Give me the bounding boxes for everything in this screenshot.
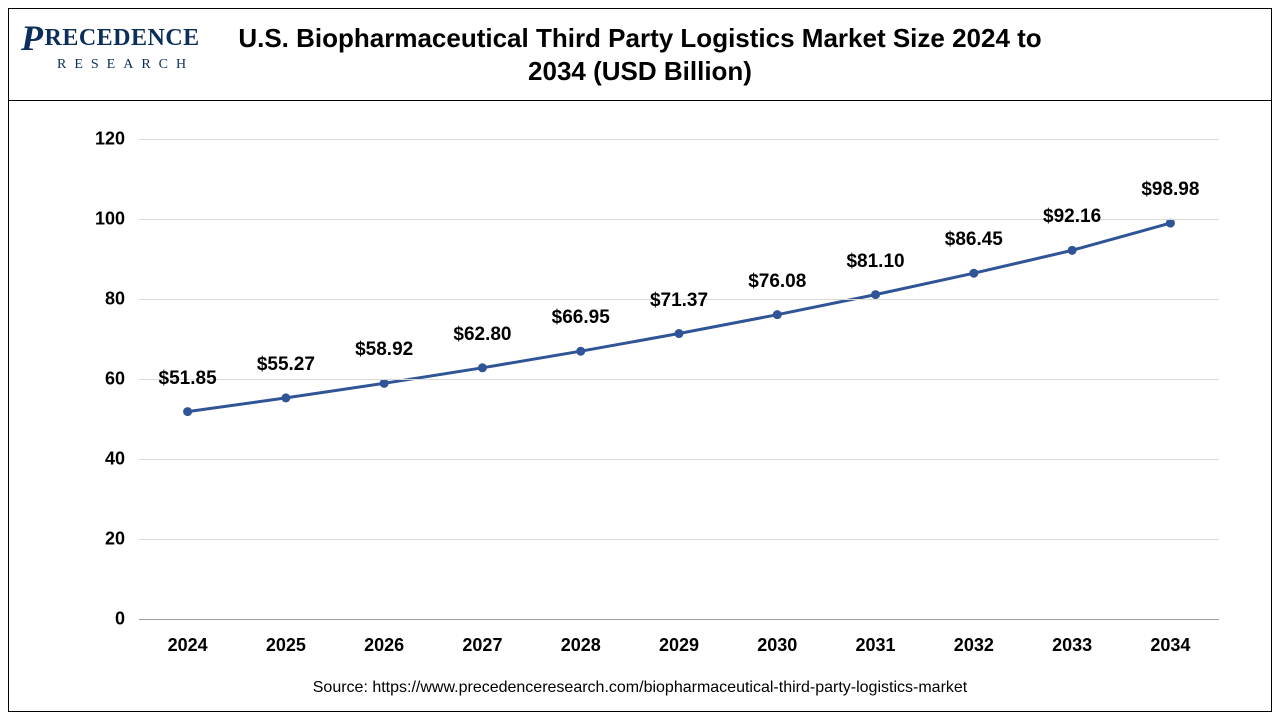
- brand-name-top: PRECEDENCE: [21, 17, 241, 59]
- data-label: $81.10: [846, 251, 904, 273]
- x-tick-label: 2026: [364, 635, 404, 656]
- y-tick-label: 60: [105, 369, 125, 390]
- data-label: $92.16: [1043, 206, 1101, 228]
- gridline: [139, 379, 1219, 380]
- y-tick-label: 0: [115, 609, 125, 630]
- y-tick-label: 40: [105, 449, 125, 470]
- x-tick-label: 2029: [659, 635, 699, 656]
- gridline: [139, 539, 1219, 540]
- data-label: $51.85: [159, 368, 217, 390]
- x-tick-label: 2028: [561, 635, 601, 656]
- data-label: $86.45: [945, 229, 1003, 251]
- x-axis: [139, 619, 1219, 621]
- series-marker: [380, 379, 389, 388]
- data-label: $62.80: [453, 324, 511, 346]
- x-tick-label: 2031: [856, 635, 896, 656]
- brand-rest: RECEDENCE: [45, 25, 200, 52]
- y-tick-label: 80: [105, 289, 125, 310]
- series-marker: [871, 290, 880, 299]
- brand-name-bottom: RESEARCH: [57, 57, 241, 73]
- data-label: $71.37: [650, 290, 708, 312]
- data-label: $76.08: [748, 271, 806, 293]
- brand-initial: P: [21, 17, 44, 59]
- x-tick-label: 2034: [1150, 635, 1190, 656]
- x-tick-label: 2032: [954, 635, 994, 656]
- series-marker: [281, 393, 290, 402]
- y-tick-label: 20: [105, 529, 125, 550]
- data-label: $66.95: [552, 307, 610, 329]
- chart-frame: PRECEDENCE RESEARCH U.S. Biopharmaceutic…: [8, 8, 1272, 712]
- source-citation: Source: https://www.precedenceresearch.c…: [9, 679, 1271, 697]
- series-marker: [1068, 246, 1077, 255]
- data-label: $58.92: [355, 339, 413, 361]
- series-marker: [576, 347, 585, 356]
- x-tick-label: 2025: [266, 635, 306, 656]
- data-label: $55.27: [257, 354, 315, 376]
- x-tick-label: 2033: [1052, 635, 1092, 656]
- series-marker: [773, 310, 782, 319]
- gridline: [139, 459, 1219, 460]
- gridline: [139, 139, 1219, 140]
- y-tick-label: 100: [95, 209, 125, 230]
- series-line: [188, 223, 1171, 412]
- plot-area: 0204060801001202024202520262027202820292…: [139, 139, 1219, 619]
- series-marker: [675, 329, 684, 338]
- series-marker: [478, 363, 487, 372]
- x-tick-label: 2024: [168, 635, 208, 656]
- data-label: $98.98: [1141, 179, 1199, 201]
- brand-logo: PRECEDENCE RESEARCH: [21, 17, 241, 87]
- x-tick-label: 2027: [462, 635, 502, 656]
- series-marker: [183, 407, 192, 416]
- series-marker: [969, 269, 978, 278]
- x-tick-label: 2030: [757, 635, 797, 656]
- chart-header: PRECEDENCE RESEARCH U.S. Biopharmaceutic…: [9, 9, 1271, 101]
- y-tick-label: 120: [95, 129, 125, 150]
